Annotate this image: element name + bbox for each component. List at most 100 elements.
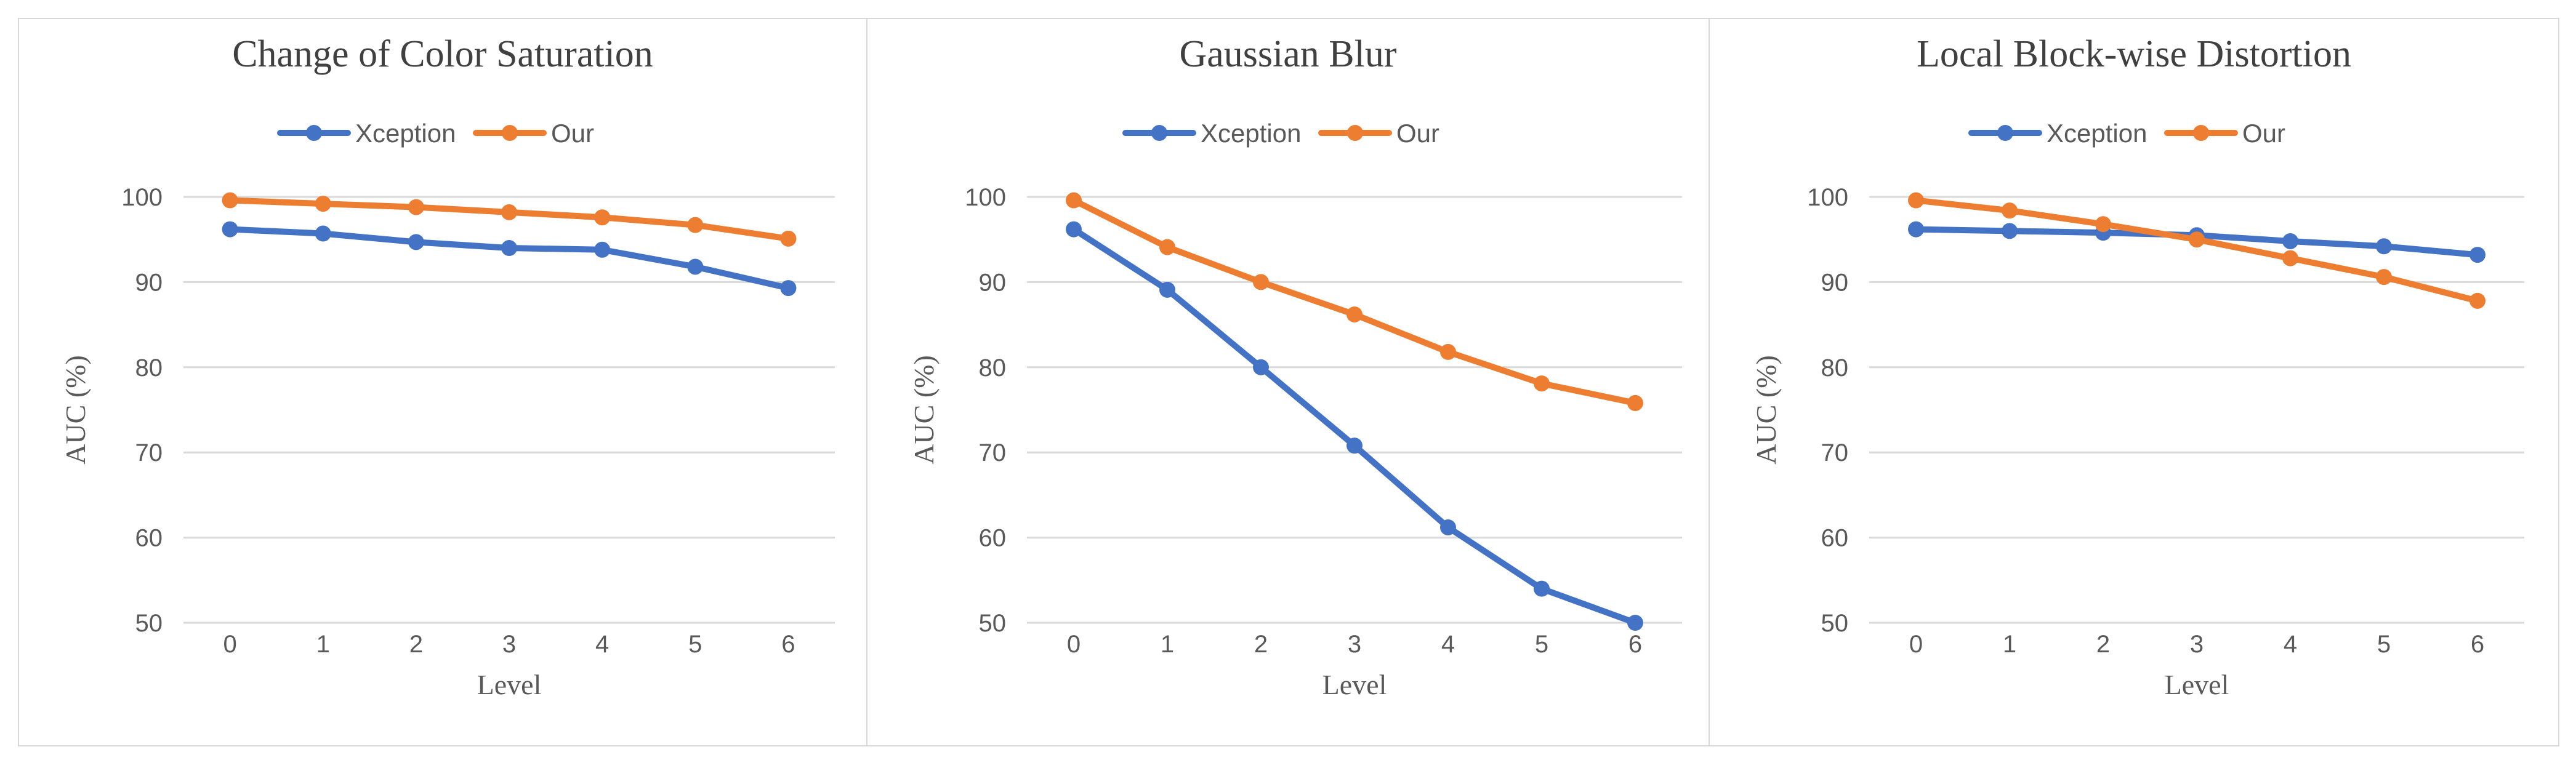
data-point <box>1253 359 1269 375</box>
series-line <box>1071 197 1638 406</box>
data-point <box>687 217 704 233</box>
y-tick-label: 80 <box>1821 354 1849 382</box>
data-point <box>315 196 331 212</box>
x-tick-label: 2 <box>2096 631 2110 658</box>
y-tick-label: 50 <box>135 610 163 637</box>
series-line <box>227 226 792 292</box>
legend-marker <box>1347 125 1363 141</box>
x-tick-label: 5 <box>1535 631 1548 658</box>
legend-item-xception: Xception <box>1122 119 1301 148</box>
x-tick-label: 4 <box>595 631 609 658</box>
y-tick-label: 50 <box>979 610 1007 637</box>
y-tick-label: 90 <box>135 269 163 296</box>
x-tick-label: 5 <box>2377 631 2391 658</box>
figure-frame <box>18 18 2559 746</box>
data-point <box>1066 192 1082 209</box>
y-tick-label: 70 <box>979 439 1007 466</box>
legend-label: Our <box>2242 119 2285 148</box>
data-point <box>1066 221 1082 238</box>
legend-item-xception: Xception <box>1968 119 2147 148</box>
legend-marker <box>502 125 518 141</box>
series-line <box>1071 226 1638 626</box>
y-tick-label: 80 <box>979 354 1007 382</box>
y-tick-label: 50 <box>1821 610 1849 637</box>
x-tick-label: 0 <box>1067 631 1081 658</box>
data-point <box>408 234 424 250</box>
x-tick-label: 0 <box>1909 631 1923 658</box>
x-tick-label: 2 <box>1254 631 1268 658</box>
data-point <box>2002 202 2018 219</box>
y-tick-label: 60 <box>135 525 163 552</box>
series-xception <box>222 221 797 297</box>
legend-label: Our <box>551 119 594 148</box>
chart-title: Change of Color Saturation <box>232 33 653 75</box>
data-point <box>408 199 424 215</box>
legend-marker <box>2193 125 2209 141</box>
data-point <box>2282 250 2298 266</box>
y-axis-label: AUC (%) <box>60 355 91 465</box>
data-point <box>2469 247 2485 263</box>
data-point <box>2376 269 2392 286</box>
data-point <box>2282 233 2298 249</box>
data-point <box>594 209 611 226</box>
x-tick-label: 6 <box>781 631 795 658</box>
x-tick-label: 2 <box>409 631 423 658</box>
data-point <box>501 240 517 257</box>
y-tick-label: 70 <box>135 439 163 466</box>
data-point <box>315 225 331 242</box>
data-point <box>1159 239 1175 255</box>
y-tick-label: 70 <box>1821 439 1849 466</box>
x-axis-label: Level <box>2165 669 2229 700</box>
x-tick-label: 1 <box>1161 631 1174 658</box>
legend-marker <box>306 125 322 141</box>
x-tick-label: 6 <box>2471 631 2484 658</box>
x-tick-label: 3 <box>502 631 516 658</box>
legend-label: Xception <box>1201 119 1301 148</box>
data-point <box>1534 580 1550 597</box>
y-axis-label: AUC (%) <box>908 355 940 465</box>
x-axis-label: Level <box>1322 669 1387 700</box>
data-point <box>1346 438 1362 454</box>
data-point <box>222 192 238 209</box>
chart-title: Gaussian Blur <box>1179 33 1396 75</box>
y-tick-label: 100 <box>965 184 1006 211</box>
x-tick-label: 3 <box>2190 631 2204 658</box>
data-point <box>1908 192 1924 209</box>
data-point <box>1346 306 1362 322</box>
chart-title: Local Block-wise Distortion <box>1917 33 2351 75</box>
data-point <box>780 280 797 297</box>
data-point <box>780 230 797 247</box>
y-tick-label: 90 <box>1821 269 1849 296</box>
y-tick-label: 60 <box>979 525 1007 552</box>
series-our <box>1908 192 2485 309</box>
data-point <box>2469 292 2485 309</box>
series-our <box>222 192 797 247</box>
y-axis-label: AUC (%) <box>1750 355 1782 465</box>
data-point <box>1440 519 1456 535</box>
data-point <box>1440 343 1456 360</box>
y-tick-label: 80 <box>135 354 163 382</box>
chart-panel-1: Gaussian Blur Xception Our 50 60 70 80 90 100 0 1 2… <box>866 18 1682 746</box>
data-point <box>2376 238 2392 255</box>
data-point <box>1908 221 1924 238</box>
x-tick-label: 0 <box>223 631 236 658</box>
legend-item-our: Our <box>1318 119 1439 148</box>
data-point <box>1159 281 1175 298</box>
x-tick-label: 5 <box>688 631 702 658</box>
x-tick-label: 4 <box>1441 631 1455 658</box>
data-point <box>222 221 238 238</box>
data-point <box>1627 394 1643 411</box>
x-tick-label: 1 <box>316 631 330 658</box>
legend-label: Xception <box>355 119 456 148</box>
series-line <box>1913 197 2481 304</box>
y-tick-label: 100 <box>121 184 163 211</box>
y-tick-label: 90 <box>979 269 1007 296</box>
data-point <box>501 204 517 220</box>
x-tick-label: 6 <box>1628 631 1642 658</box>
legend-marker <box>1997 125 2013 141</box>
x-tick-label: 4 <box>2284 631 2297 658</box>
x-tick-label: 3 <box>1348 631 1361 658</box>
